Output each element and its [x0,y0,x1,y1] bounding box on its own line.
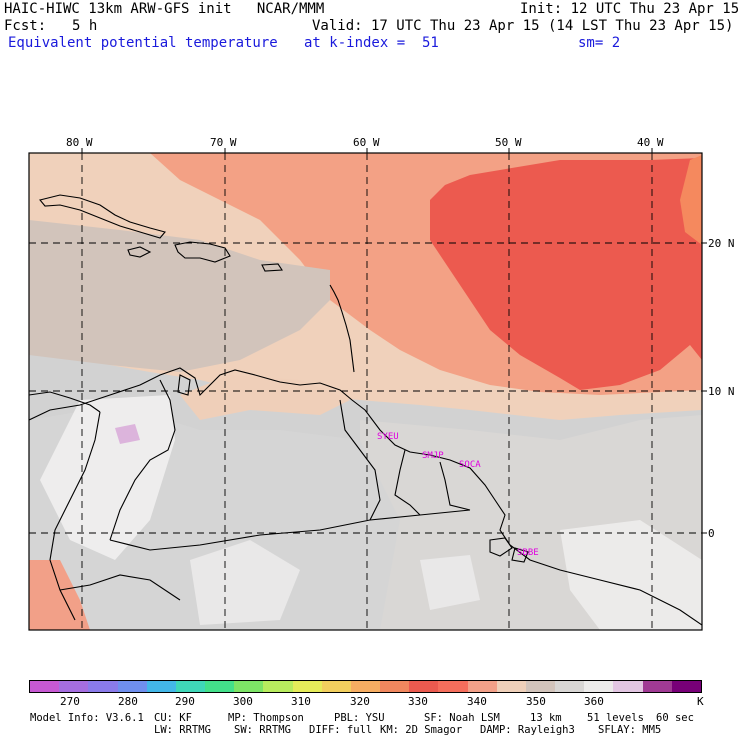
footer-km: KM: 2D Smagor [380,724,463,736]
footer-resolution: 13 km [530,712,562,724]
colorbar-swatch [350,681,381,692]
footer-model-info: Model Info: V3.6.1 [30,712,144,724]
colorbar-swatch [555,681,585,692]
colorbar-swatch [380,681,410,692]
level-index: at k-index = 51 [304,35,439,51]
lon-label-40w: 40 W [637,136,664,149]
colorbar-swatch [525,681,556,692]
colorbar-swatch [263,681,293,692]
footer-diff: DIFF: full [309,724,373,736]
forecast-label: Fcst: [4,18,47,34]
colorbar-swatch [59,681,89,692]
station-sbbe: SBBE [517,548,539,558]
footer-cu: CU: KF [154,712,192,724]
colorbar-swatch [146,681,176,692]
colorbar-label-290: 290 [175,695,195,708]
footer-sw: SW: RRTMG [234,724,291,736]
colorbar-swatch [496,681,526,692]
colorbar-label-350: 350 [526,695,546,708]
init-time: Init: 12 UTC Thu 23 Apr 15 [520,1,740,17]
colorbar-swatch [117,681,147,692]
lon-label-60w: 60 W [353,136,380,149]
colorbar-swatch [613,681,643,692]
colorbar-label-270: 270 [60,695,80,708]
colorbar-label-320: 320 [350,695,370,708]
colorbar-swatch [321,681,351,692]
footer-pbl: PBL: YSU [334,712,385,724]
footer-mp: MP: Thompson [228,712,304,724]
colorbar-swatch [205,681,235,692]
colorbar-label-330: 330 [408,695,428,708]
colorbar-swatch [584,681,614,692]
station-syeu: SYEU [377,432,399,442]
colorbar-label-300: 300 [233,695,253,708]
axis-ticks [81,148,707,534]
colorbar-swatch [292,681,322,692]
footer-damp: DAMP: Rayleigh3 [480,724,575,736]
colorbar-label-280: 280 [118,695,138,708]
field-name: Equivalent potential temperature [8,35,278,51]
lat-label-20n: 20 N [708,237,735,250]
lon-label-50w: 50 W [495,136,522,149]
colorbar-swatch [642,681,672,692]
colorbar-label-340: 340 [467,695,487,708]
shaded-field [29,153,702,630]
colorbar-unit: K [697,695,704,708]
map-frame [28,152,703,631]
coastlines [29,194,702,626]
smoothing-value: sm= 2 [578,35,621,51]
lon-label-80w: 80 W [66,136,93,149]
colorbar-swatch [409,681,439,692]
colorbar-swatch [175,681,206,692]
colorbar-swatch [30,681,60,692]
footer-lw: LW: RRTMG [154,724,211,736]
colorbar-swatch [671,681,701,692]
colorbar-swatch [234,681,264,692]
lon-label-70w: 70 W [210,136,237,149]
forecast-hour: 5 h [72,18,98,34]
lat-label-10n: 10 N [708,385,735,398]
footer-sflay: SFLAY: MM5 [598,724,662,736]
colorbar-swatch [438,681,468,692]
station-soca: SOCA [459,460,481,470]
colorbar-swatch [467,681,497,692]
station-smjp: SMJP [422,451,444,461]
colorbar-label-360: 360 [584,695,604,708]
footer-levels: 51 levels [587,712,644,724]
footer-timestep: 60 sec [656,712,694,724]
color-scale [29,680,702,693]
lat-label-equator: 0 [708,527,715,540]
colorbar-swatch [88,681,118,692]
colorbar-label-310: 310 [291,695,311,708]
model-title: HAIC-HIWC 13km ARW-GFS init NCAR/MMM [4,1,325,17]
footer-sf: SF: Noah LSM [424,712,500,724]
lat-lon-grid [29,153,702,630]
valid-time: Valid: 17 UTC Thu 23 Apr 15 (14 LST Thu … [312,18,734,34]
